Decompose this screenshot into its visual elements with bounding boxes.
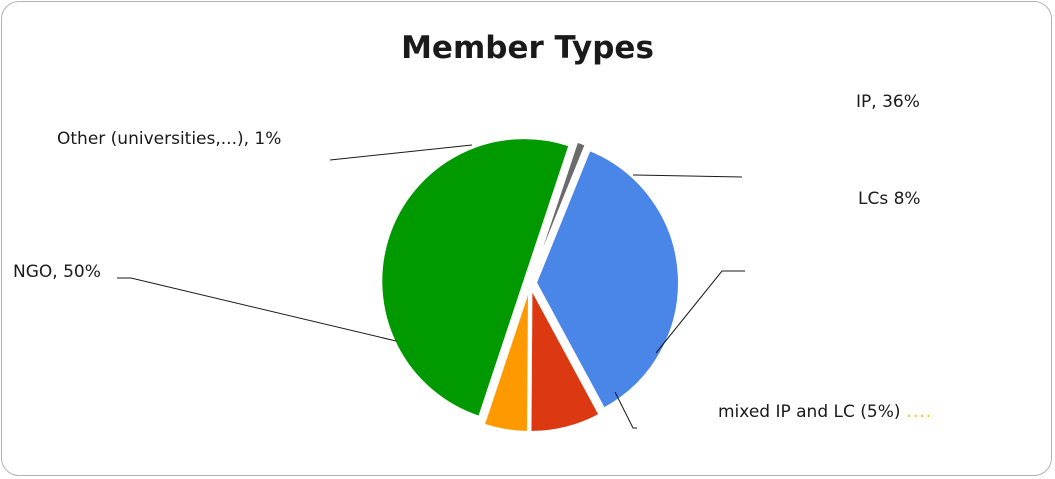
- label-ngo: NGO, 50%: [13, 262, 101, 282]
- label-mixed-text: mixed IP and LC (5%): [718, 402, 901, 422]
- leader-ngo: [117, 277, 397, 342]
- leader-lcs: [655, 270, 745, 354]
- pie-slice-ip: [534, 148, 680, 410]
- leader-mixed: [614, 391, 637, 429]
- leader-other: [329, 144, 473, 161]
- label-lcs: LCs 8%: [858, 189, 921, 209]
- leader-ip: [632, 174, 743, 178]
- pie-slice-lcs: [529, 288, 601, 433]
- pie-slice-ngo: [380, 137, 571, 419]
- label-mixed-dots: ....: [906, 402, 933, 422]
- label-ip: IP, 36%: [856, 92, 920, 112]
- label-other: Other (universities,...), 1%: [57, 129, 282, 149]
- pie-slice-other-universities: [531, 140, 587, 278]
- chart-title: Member Types: [401, 30, 654, 66]
- pie-slice-mixed-ip-and-lc: [482, 288, 531, 433]
- label-mixed: mixed IP and LC (5%)....: [718, 402, 932, 422]
